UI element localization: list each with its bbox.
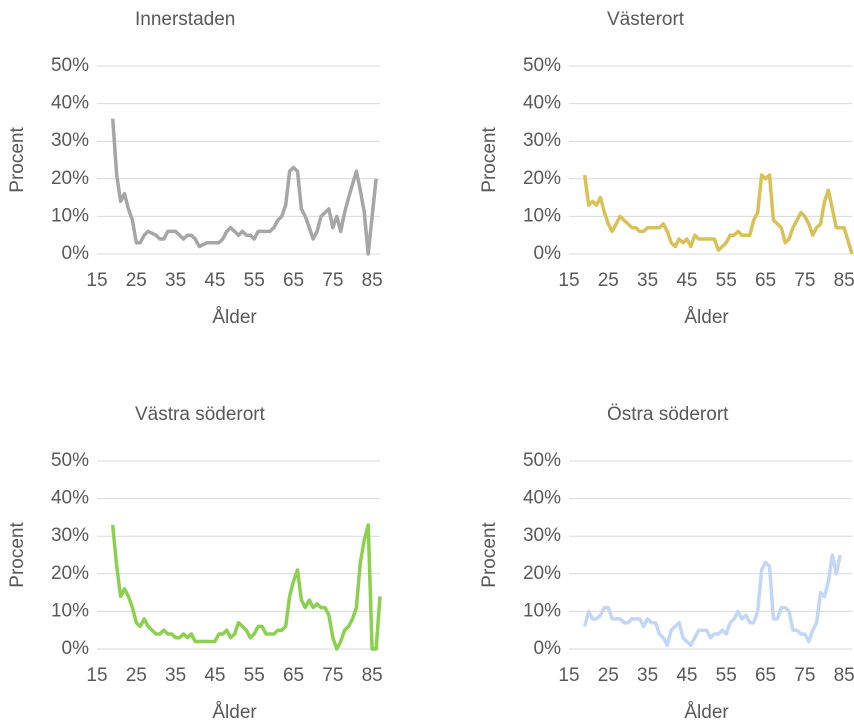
line [582, 173, 854, 255]
line [110, 523, 382, 651]
x-tick-label: 45 [204, 665, 225, 686]
y-tick-label: 0% [534, 243, 562, 264]
y-tick-label: 40% [51, 93, 89, 114]
x-tick-label: 85 [362, 665, 383, 686]
x-tick-label: 15 [86, 270, 107, 291]
chart-title: Östra söderort [607, 404, 729, 425]
x-tick-label: 55 [716, 270, 737, 291]
x-tick-label: 55 [244, 665, 265, 686]
y-tick-label: 0% [62, 638, 90, 659]
y-axis-label: Procent [7, 522, 28, 588]
x-tick-label: 25 [126, 270, 147, 291]
y-tick-label: 0% [62, 243, 90, 264]
x-axis-label: Ålder [684, 702, 729, 723]
y-tick-label: 20% [51, 563, 89, 584]
y-tick-label: 10% [523, 600, 561, 621]
x-tick-label: 35 [637, 270, 658, 291]
y-tick-label: 30% [51, 130, 89, 151]
y-axis-label: Procent [479, 127, 500, 193]
x-tick-label: 75 [794, 665, 815, 686]
x-tick-label: 35 [165, 270, 186, 291]
y-tick-label: 40% [523, 488, 561, 509]
x-tick-label: 65 [283, 270, 304, 291]
x-tick-label: 75 [322, 270, 343, 291]
y-tick-label: 40% [51, 488, 89, 509]
x-tick-label: 55 [244, 270, 265, 291]
x-axis-label: Ålder [684, 307, 729, 328]
chart-title: Innerstaden [135, 9, 235, 30]
x-tick-label: 15 [558, 270, 579, 291]
x-tick-label: 15 [558, 665, 579, 686]
y-axis-label: Procent [7, 127, 28, 193]
x-tick-label: 25 [598, 270, 619, 291]
x-tick-label: 45 [676, 270, 697, 291]
x-axis-label: Ålder [212, 307, 257, 328]
x-tick-label: 85 [362, 270, 383, 291]
y-tick-label: 10% [51, 205, 89, 226]
x-tick-label: 65 [755, 665, 776, 686]
x-tick-label: 65 [283, 665, 304, 686]
x-tick-label: 25 [598, 665, 619, 686]
x-axis-label: Ålder [212, 702, 257, 723]
y-tick-label: 30% [523, 525, 561, 546]
chart-title: Västerort [607, 9, 685, 30]
y-tick-label: 20% [523, 168, 561, 189]
x-tick-label: 75 [794, 270, 815, 291]
y-tick-label: 40% [523, 93, 561, 114]
x-tick-label: 35 [165, 665, 186, 686]
x-tick-label: 45 [676, 665, 697, 686]
x-tick-label: 45 [204, 270, 225, 291]
x-tick-label: 25 [126, 665, 147, 686]
chart-title: Västra söderort [135, 404, 266, 425]
line [110, 118, 378, 256]
x-tick-label: 65 [755, 270, 776, 291]
y-tick-label: 0% [534, 638, 562, 659]
y-tick-label: 30% [51, 525, 89, 546]
y-tick-label: 30% [523, 130, 561, 151]
y-tick-label: 20% [523, 563, 561, 584]
y-tick-label: 50% [51, 450, 89, 471]
y-axis-label: Procent [479, 522, 500, 588]
y-tick-label: 20% [51, 168, 89, 189]
y-tick-label: 10% [51, 600, 89, 621]
x-tick-label: 15 [86, 665, 107, 686]
x-tick-label: 75 [322, 665, 343, 686]
x-tick-label: 35 [637, 665, 658, 686]
y-tick-label: 50% [523, 55, 561, 76]
y-tick-label: 50% [51, 55, 89, 76]
x-tick-label: 55 [716, 665, 737, 686]
y-tick-label: 50% [523, 450, 561, 471]
x-tick-label: 85 [834, 270, 854, 291]
line [583, 553, 842, 647]
x-tick-label: 85 [834, 665, 854, 686]
y-tick-label: 10% [523, 205, 561, 226]
